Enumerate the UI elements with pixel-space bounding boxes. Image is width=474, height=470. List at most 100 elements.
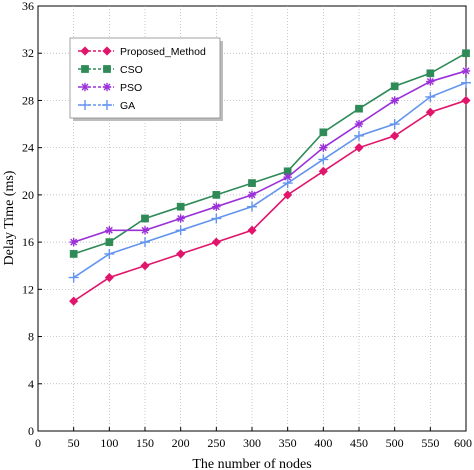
data-point-pso: [105, 226, 114, 235]
x-axis-title: The number of nodes: [192, 457, 311, 470]
y-tick-label: 32: [22, 46, 34, 60]
x-tick-label: 300: [243, 436, 261, 450]
data-point-proposed-method: [104, 272, 114, 283]
axis-ticks: 0 4 8 12 16 20 24 28 32 36 0 50 100 150 200 250 300 350 40…: [22, 0, 472, 450]
legend-label-proposed-method: Proposed_Method: [120, 46, 206, 58]
data-point-cso: [426, 69, 435, 78]
data-point-ga: [211, 213, 222, 224]
data-point-cso: [176, 202, 185, 211]
data-point-cso: [141, 214, 149, 223]
legend-item-pso: PSO: [78, 82, 142, 94]
star-stroke: [141, 226, 149, 234]
series-line-proposed-method: [73, 99, 467, 302]
data-point-pso: [176, 214, 185, 223]
data-point-cso: [248, 179, 256, 187]
data-point-proposed-method: [354, 143, 364, 153]
data-point-ga: [354, 130, 364, 141]
legend-marker-cso: [81, 65, 89, 73]
data-point-ga: [175, 225, 186, 236]
series-line-pso: [73, 70, 467, 243]
series-layer: [68, 49, 471, 306]
data-point-cso: [462, 49, 470, 58]
legend-marker-proposed-method: [80, 46, 90, 56]
data-point-pso: [140, 226, 150, 235]
x-tick-label: 100: [100, 436, 118, 450]
data-point-proposed-method: [140, 261, 150, 271]
legend-marker-pso: [80, 82, 90, 92]
series-cso: [69, 49, 470, 258]
star-stroke: [177, 215, 185, 222]
series-ga: [68, 77, 471, 283]
data-point-cso: [212, 191, 221, 199]
x-tick-label: 600: [454, 436, 472, 450]
star-stroke: [103, 83, 111, 91]
data-point-pso: [212, 202, 221, 211]
data-point-ga: [68, 272, 79, 283]
star-stroke: [462, 67, 470, 75]
y-tick-label: 24: [22, 141, 34, 155]
data-point-cso: [319, 128, 328, 137]
data-point-proposed-method: [283, 190, 293, 200]
legend-label-pso: PSO: [120, 82, 142, 94]
star-stroke: [284, 173, 292, 181]
legend-marker-ga: [80, 100, 90, 110]
x-tick-label: 250: [207, 436, 225, 450]
data-point-pso: [354, 119, 364, 129]
legend-item-cso: CSO: [78, 64, 143, 76]
legend-label-ga: GA: [120, 100, 135, 112]
legend-marker-proposed-method: [102, 46, 112, 56]
data-point-ga: [389, 119, 400, 130]
x-tick-label: 400: [314, 436, 332, 450]
legend-marker-ga: [102, 100, 112, 110]
x-tick-label: 200: [172, 436, 190, 450]
star-stroke: [426, 78, 434, 86]
star-stroke: [81, 83, 89, 91]
series-line-ga: [73, 81, 467, 279]
data-point-pso: [69, 237, 78, 247]
y-tick-label: 20: [22, 188, 34, 202]
data-point-proposed-method: [425, 107, 435, 117]
y-tick-label: 16: [22, 235, 34, 249]
star-stroke: [355, 120, 363, 128]
data-point-proposed-method: [176, 249, 186, 259]
data-point-cso: [69, 250, 78, 258]
legend-marker-cso: [103, 65, 111, 73]
x-tick-label: 0: [35, 436, 41, 450]
data-point-proposed-method: [390, 131, 400, 141]
star-stroke: [212, 203, 220, 211]
data-point-pso: [390, 96, 399, 105]
x-tick-label: 50: [68, 436, 80, 450]
data-point-pso: [319, 143, 328, 152]
data-point-pso: [247, 190, 257, 200]
x-tick-label: 150: [136, 436, 154, 450]
grid-lines: [38, 6, 466, 431]
star-stroke: [319, 144, 327, 152]
data-point-ga: [140, 237, 150, 248]
data-point-proposed-method: [461, 95, 471, 106]
star-stroke: [391, 96, 399, 104]
data-point-ga: [247, 201, 257, 212]
y-tick-label: 8: [28, 330, 34, 344]
data-point-ga: [461, 77, 471, 88]
data-point-pso: [426, 77, 435, 86]
data-point-proposed-method: [211, 237, 221, 247]
y-tick-label: 12: [22, 282, 34, 296]
data-point-cso: [105, 238, 114, 246]
y-tick-label: 0: [28, 424, 34, 438]
x-tick-label: 500: [386, 436, 404, 450]
data-point-cso: [355, 104, 363, 113]
y-tick-label: 4: [28, 377, 34, 391]
y-tick-label: 36: [22, 0, 34, 13]
legend-label-cso: CSO: [120, 64, 143, 76]
data-point-cso: [390, 82, 399, 91]
x-tick-label: 350: [279, 436, 297, 450]
series-pso: [69, 66, 471, 247]
data-point-ga: [425, 91, 436, 102]
legend: Proposed_Method CSO PSO GA: [69, 37, 223, 121]
series-proposed-method: [69, 95, 471, 306]
star-stroke: [248, 191, 256, 199]
legend-marker-pso: [102, 82, 112, 92]
star-stroke: [70, 238, 78, 246]
data-point-ga: [104, 248, 115, 259]
legend-item-proposed-method: Proposed_Method: [78, 46, 206, 58]
